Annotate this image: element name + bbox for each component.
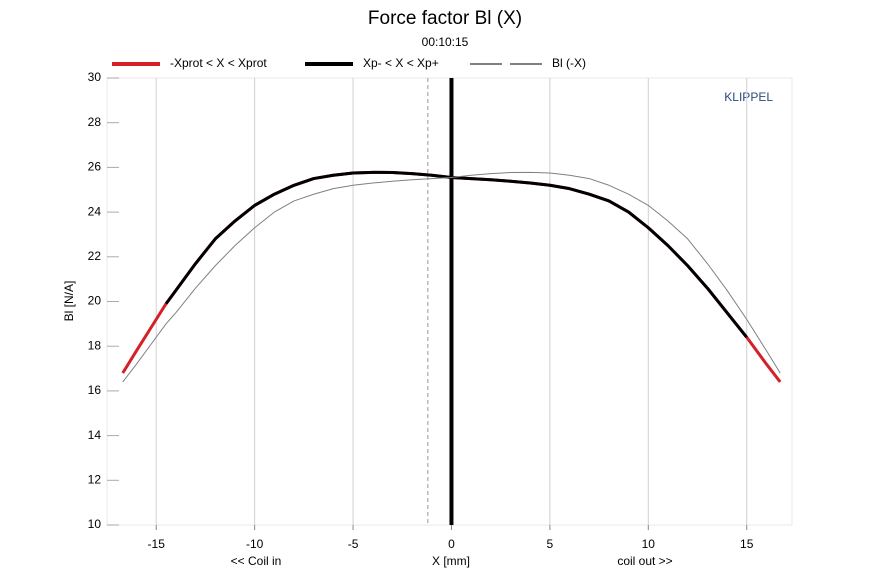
x-tick-label: 0 <box>448 537 455 551</box>
x-tick-label: 10 <box>642 537 656 551</box>
y-axis-label: Bl [N/A] <box>62 281 76 322</box>
y-tick-label: 26 <box>88 160 102 174</box>
chart-title: Force factor Bl (X) <box>368 8 522 29</box>
x-tick-label: -10 <box>246 537 264 551</box>
y-tick-label: 20 <box>88 294 102 308</box>
x-tick-label: 5 <box>547 537 554 551</box>
y-tick-label: 10 <box>88 517 102 531</box>
y-tick-label: 22 <box>88 249 102 263</box>
x-tick-label: -5 <box>348 537 359 551</box>
annotation: coil out >> <box>617 554 672 568</box>
legend-label: Bl (-X) <box>552 56 586 70</box>
annotation: << Coil in <box>231 554 282 568</box>
legend-label: Xp- < X < Xp+ <box>363 56 439 70</box>
annotation: KLIPPEL <box>724 90 773 104</box>
y-tick-label: 28 <box>88 115 102 129</box>
y-tick-label: 14 <box>88 428 102 442</box>
y-tick-label: 12 <box>88 472 102 486</box>
y-tick-label: 16 <box>88 383 102 397</box>
y-tick-label: 30 <box>88 70 102 84</box>
x-tick-label: -15 <box>148 537 166 551</box>
chart-subtitle: 00:10:15 <box>422 35 469 49</box>
legend-label: -Xprot < X < Xprot <box>170 56 267 70</box>
x-tick-label: 15 <box>740 537 754 551</box>
y-tick-label: 24 <box>88 204 102 218</box>
series-line <box>122 171 781 383</box>
x-axis-label: X [mm] <box>432 554 470 568</box>
y-tick-label: 18 <box>88 338 102 352</box>
